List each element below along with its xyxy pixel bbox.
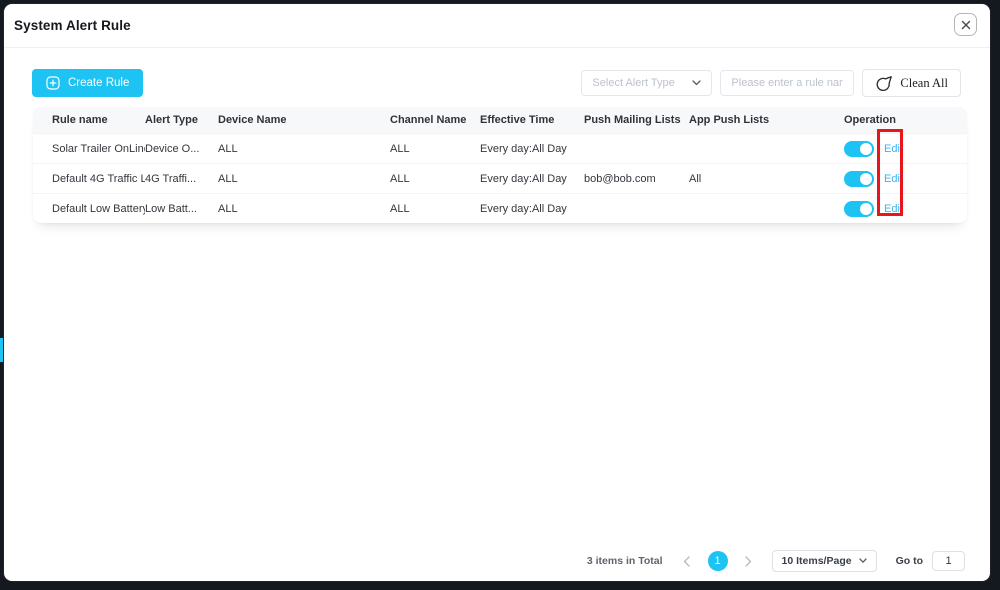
cell-device-name: ALL bbox=[218, 172, 238, 185]
next-page-button[interactable] bbox=[742, 554, 756, 568]
previous-page-button[interactable] bbox=[680, 554, 694, 568]
total-items-label: 3 items in Total bbox=[586, 555, 663, 567]
modal-header: System Alert Rule bbox=[4, 4, 990, 48]
chevron-down-icon bbox=[692, 80, 702, 86]
cell-app-push-lists: All bbox=[689, 172, 702, 185]
column-header-push-mailing-lists: Push Mailing Lists bbox=[584, 114, 681, 126]
rule-enabled-toggle[interactable] bbox=[844, 200, 874, 217]
create-rule-label: Create Rule bbox=[68, 77, 130, 89]
edit-link[interactable]: Edit bbox=[884, 172, 903, 185]
alert-rule-table: Rule name Alert Type Device Name Channel… bbox=[33, 107, 967, 223]
cell-alert-type: Device O... bbox=[145, 142, 200, 155]
clean-icon bbox=[875, 74, 893, 92]
alert-type-placeholder: Select Alert Type bbox=[592, 77, 675, 89]
edit-link[interactable]: Edit bbox=[884, 142, 903, 155]
cell-device-name: ALL bbox=[218, 202, 238, 215]
pagination-bar: 3 items in Total 1 10 Items/Page Go to bbox=[587, 550, 965, 572]
table-row: Default Low Battery Low Batt... ALL ALL … bbox=[33, 193, 967, 223]
cell-rule-name: Solar Trailer OnLine bbox=[52, 142, 145, 155]
column-header-effective-time: Effective Time bbox=[480, 114, 555, 126]
chevron-left-icon bbox=[683, 555, 690, 567]
cell-alert-type: Low Batt... bbox=[145, 202, 197, 215]
cell-effective-time: Every day:All Day bbox=[480, 202, 567, 215]
table-row: Solar Trailer OnLine Device O... ALL ALL… bbox=[33, 133, 967, 163]
chevron-down-icon bbox=[858, 558, 867, 564]
close-icon bbox=[961, 20, 971, 30]
current-page-button[interactable]: 1 bbox=[707, 551, 728, 571]
toggle-knob bbox=[860, 202, 872, 215]
table-header-row: Rule name Alert Type Device Name Channel… bbox=[33, 107, 967, 133]
goto-page-input[interactable] bbox=[932, 551, 965, 571]
rule-enabled-toggle[interactable] bbox=[844, 140, 874, 157]
items-per-page-value: 10 Items/Page bbox=[781, 555, 852, 567]
goto-page-label: Go to bbox=[895, 555, 923, 567]
cell-effective-time: Every day:All Day bbox=[480, 142, 567, 155]
cell-effective-time: Every day:All Day bbox=[480, 172, 567, 185]
edit-link[interactable]: Edit bbox=[884, 202, 903, 215]
cell-rule-name: Default 4G Traffic L bbox=[52, 172, 145, 185]
page-title: System Alert Rule bbox=[14, 18, 131, 33]
clean-all-button[interactable]: Clean All bbox=[862, 69, 961, 97]
cell-operation: Edit bbox=[844, 140, 957, 157]
column-header-alert-type: Alert Type bbox=[145, 114, 198, 126]
alert-type-select[interactable]: Select Alert Type bbox=[581, 70, 713, 96]
create-rule-button[interactable]: Create Rule bbox=[32, 69, 144, 97]
cell-push-mailing-lists: bob@bob.com bbox=[584, 172, 656, 185]
toolbar: Create Rule Select Alert Type Clean All bbox=[32, 69, 961, 97]
plus-icon bbox=[46, 76, 60, 90]
column-header-channel-name: Channel Name bbox=[390, 114, 467, 126]
column-header-operation: Operation bbox=[844, 114, 896, 126]
toggle-knob bbox=[860, 172, 872, 185]
column-header-rule-name: Rule name bbox=[52, 114, 108, 126]
close-button[interactable] bbox=[954, 13, 977, 36]
rule-name-search-input[interactable] bbox=[720, 70, 855, 96]
background-sidebar-sliver bbox=[0, 338, 3, 362]
cell-operation: Edit bbox=[844, 170, 957, 187]
table-row: Default 4G Traffic L 4G Traffi... ALL AL… bbox=[33, 163, 967, 193]
chevron-right-icon bbox=[745, 555, 752, 567]
cell-alert-type: 4G Traffi... bbox=[145, 172, 197, 185]
cell-channel-name: ALL bbox=[390, 202, 410, 215]
toggle-knob bbox=[860, 142, 872, 155]
cell-operation: Edit bbox=[844, 200, 957, 217]
items-per-page-select[interactable]: 10 Items/Page bbox=[771, 550, 877, 572]
cell-channel-name: ALL bbox=[390, 172, 410, 185]
column-header-app-push-lists: App Push Lists bbox=[689, 114, 770, 126]
cell-channel-name: ALL bbox=[390, 142, 410, 155]
cell-rule-name: Default Low Battery bbox=[52, 202, 145, 215]
clean-all-label: Clean All bbox=[900, 75, 948, 90]
cell-device-name: ALL bbox=[218, 142, 238, 155]
system-alert-rule-modal: System Alert Rule Create Rule Select Ale… bbox=[4, 4, 990, 581]
column-header-device-name: Device Name bbox=[218, 114, 287, 126]
rule-enabled-toggle[interactable] bbox=[844, 170, 874, 187]
